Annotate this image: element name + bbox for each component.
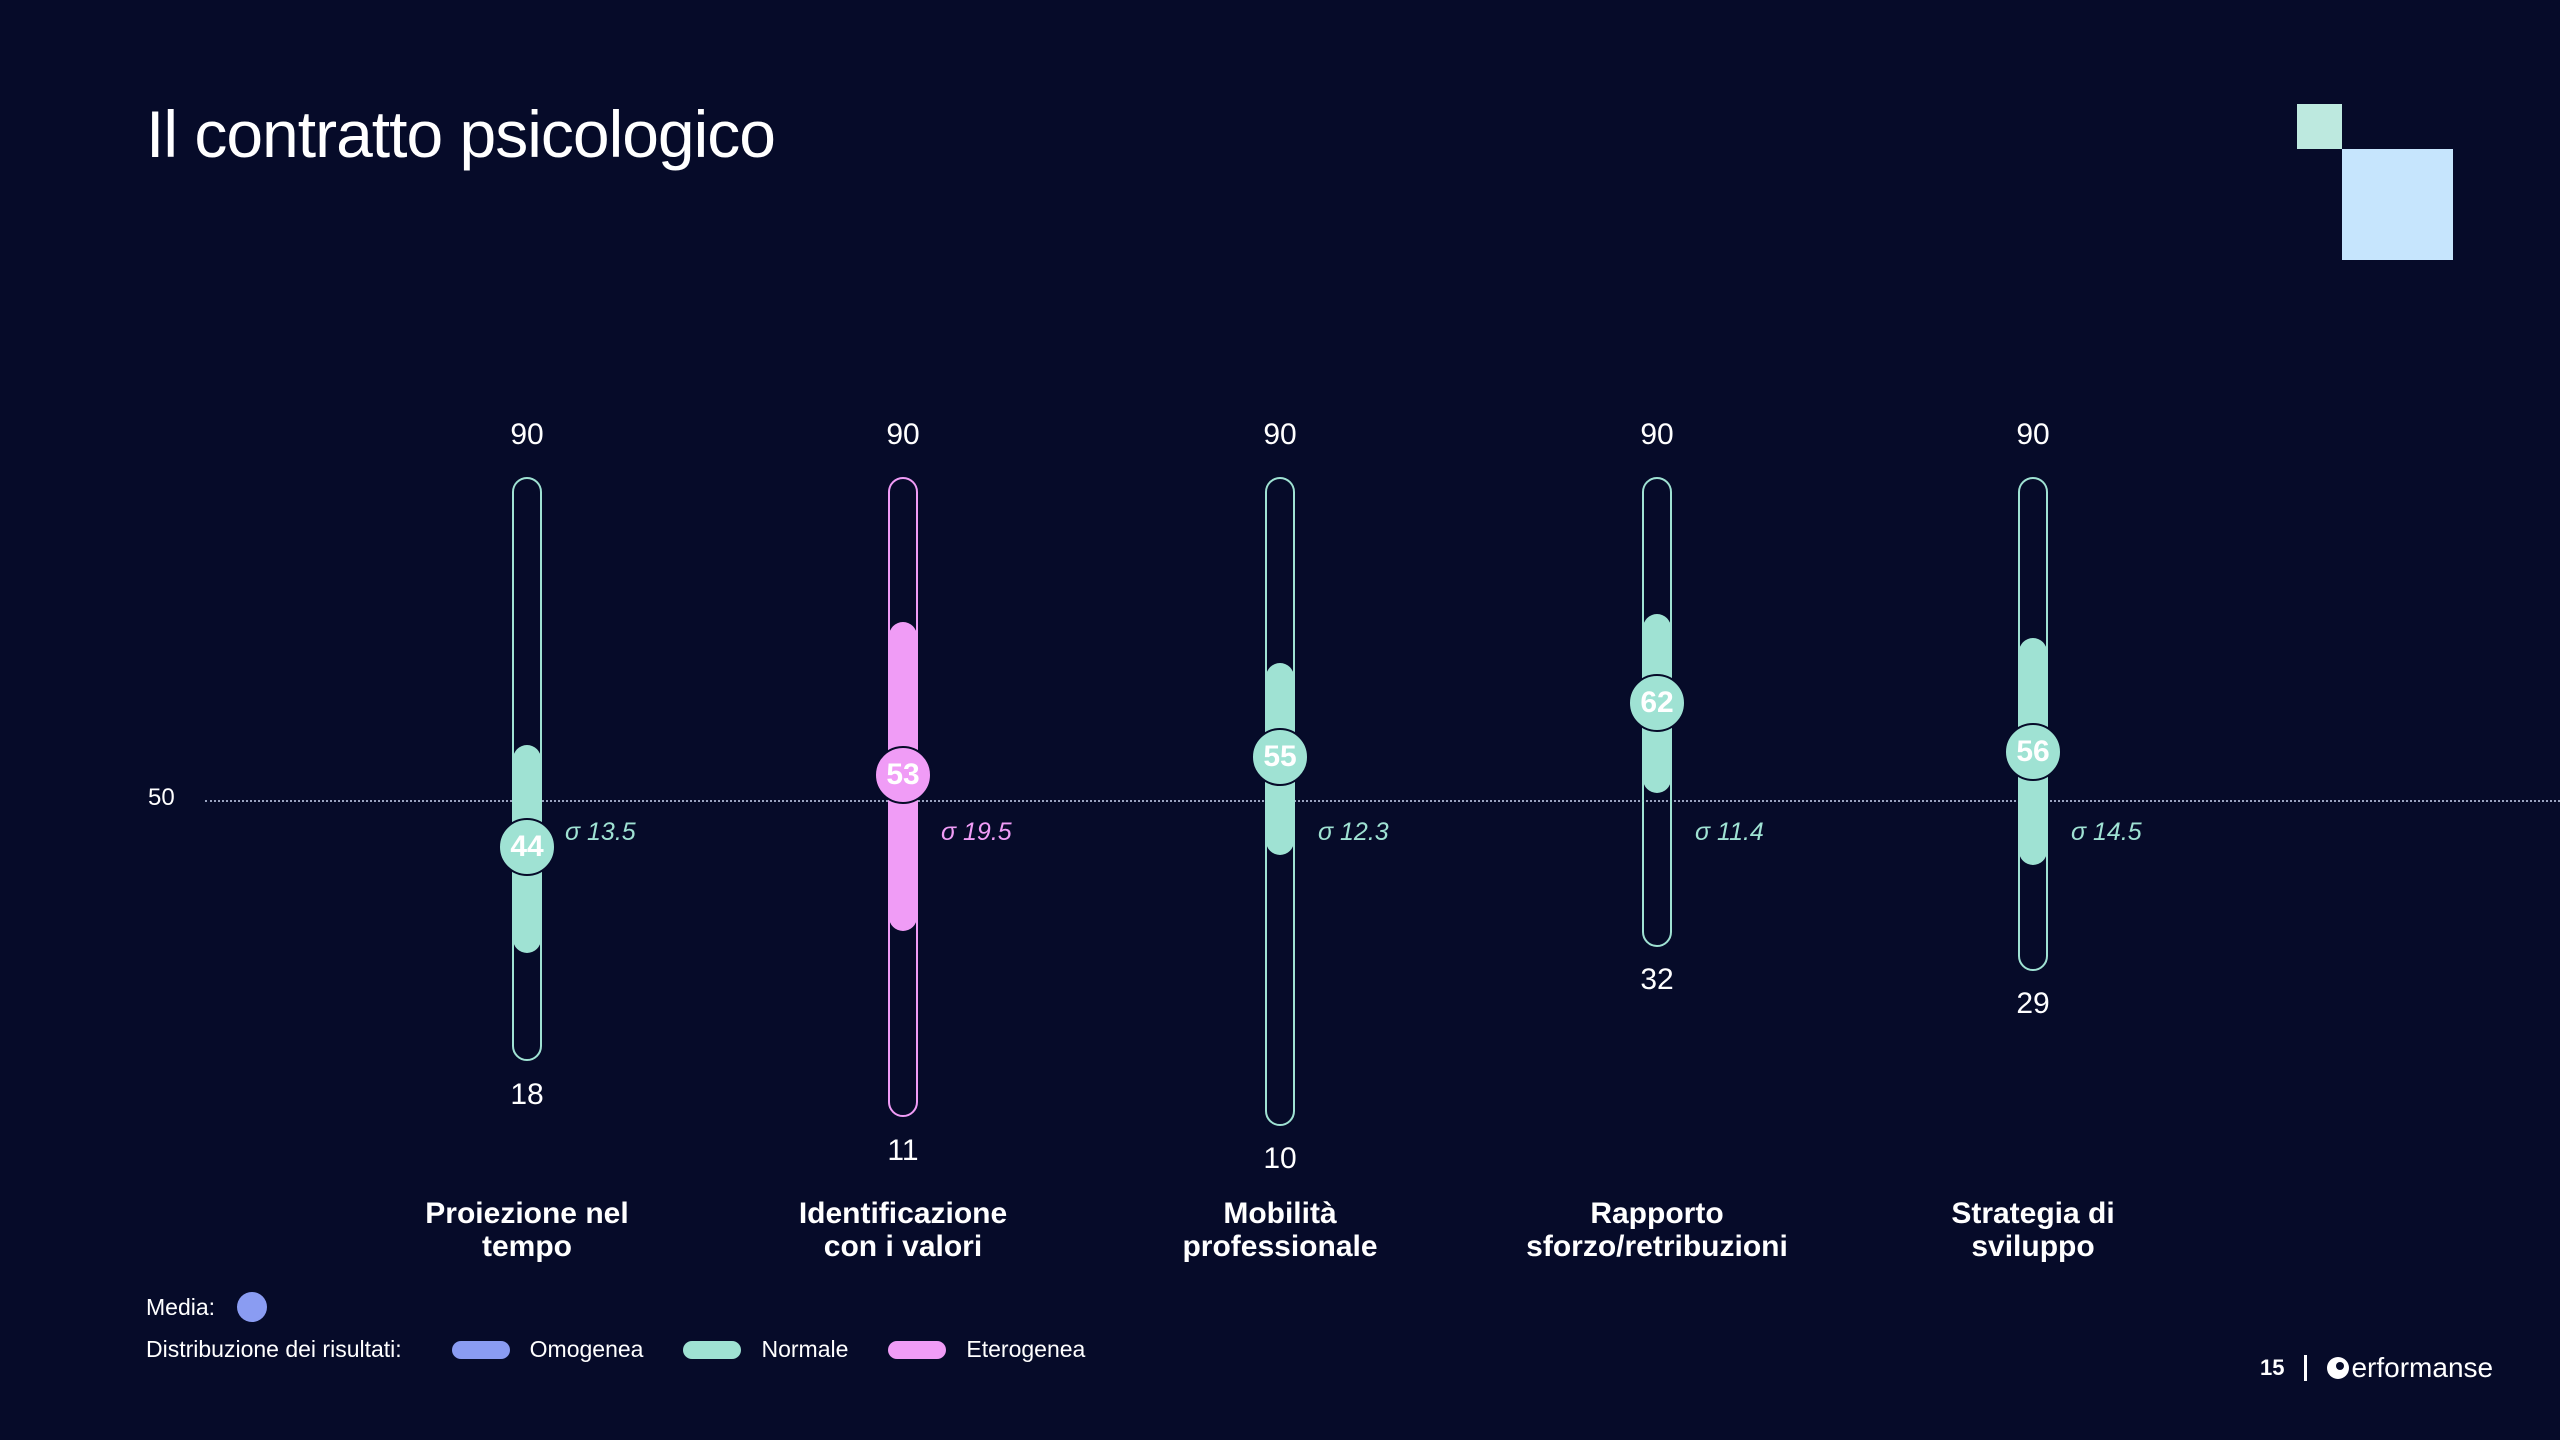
max-value-label: 90 [510,418,544,451]
min-value-label: 29 [2016,987,2050,1020]
category-label-line1: Identificazione [798,1197,1008,1230]
page-title: Il contratto psicologico [146,97,776,171]
category-label-line1: Mobilità [1223,1197,1337,1230]
sigma-label: σ 12.3 [1318,818,1389,846]
category-label-line2: sforzo/retribuzioni [1526,1230,1788,1263]
mean-marker: 44 [498,818,556,876]
max-value-label: 90 [1640,418,1674,451]
page-number: 15 [2260,1355,2285,1380]
category-label-line1: Proiezione nel [425,1197,629,1230]
category-label: Identificazione con i valori [723,1197,1083,1263]
category-label: Strategia di sviluppo [1853,1197,2213,1263]
category-label: Proiezione nel tempo [347,1197,707,1263]
max-value-label: 90 [2016,418,2050,451]
mean-marker: 56 [2004,723,2062,781]
min-value-label: 18 [510,1078,544,1111]
legend-media: Media: [146,1292,268,1322]
sigma-label: σ 13.5 [565,818,636,846]
category-label-line2: sviluppo [1971,1230,2095,1263]
category-label-line1: Rapporto [1590,1197,1724,1230]
legend-item-label: Eterogenea [966,1336,1086,1362]
legend-distribution: Distribuzione dei risultati: Omogenea No… [146,1336,1125,1363]
min-value-label: 11 [887,1134,919,1167]
sigma-label: σ 14.5 [2071,818,2142,846]
brand-logo-text: erformanse [2351,1352,2494,1383]
min-value-label: 32 [1640,963,1674,996]
footer-divider [2304,1355,2308,1381]
category-label: Rapporto sforzo/retribuzioni [1477,1197,1837,1263]
mean-marker: 53 [874,746,932,804]
performanse-logo-icon [2327,1357,2350,1379]
pill-swatch-icon [888,1340,947,1359]
legend-distribution-label: Distribuzione dei risultati: [146,1336,402,1362]
reference-value-label: 50 [148,784,175,811]
pill-swatch-icon [451,1340,510,1359]
decorative-square-small [2297,104,2342,149]
category-label-line1: Strategia di [1951,1197,2115,1230]
decorative-square-large [2342,149,2453,260]
min-value-label: 10 [1263,1142,1297,1175]
footer: 15 erformanse [2260,1352,2493,1384]
mean-marker: 55 [1251,728,1309,786]
sigma-label: σ 11.4 [1695,818,1764,846]
legend-media-label: Media: [146,1293,216,1320]
mean-dot-icon [237,1292,268,1322]
max-value-label: 90 [886,418,920,451]
legend-item-normale: Normale [683,1336,848,1363]
category-label-line2: tempo [482,1230,572,1263]
legend-item-label: Omogenea [529,1336,644,1362]
pill-swatch-icon [683,1340,742,1359]
legend-item-eterogenea: Eterogenea [888,1336,1085,1363]
sigma-label: σ 19.5 [941,818,1012,846]
category-label-line2: con i valori [823,1230,983,1263]
category-label: Mobilità professionale [1100,1197,1460,1263]
max-value-label: 90 [1263,418,1297,451]
legend-item-label: Normale [761,1336,849,1362]
mean-marker: 62 [1628,674,1686,732]
category-label-line2: professionale [1182,1230,1378,1263]
legend-item-omogenea: Omogenea [451,1336,644,1363]
reference-line [205,800,2560,802]
